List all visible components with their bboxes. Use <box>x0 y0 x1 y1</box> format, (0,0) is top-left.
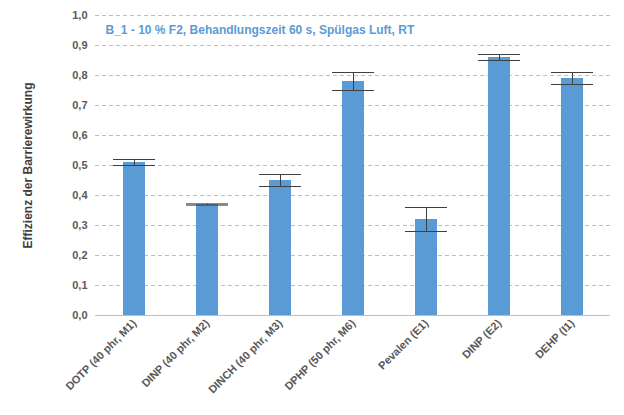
svg-text:0,9: 0,9 <box>72 39 87 51</box>
svg-text:DEHP (I1): DEHP (I1) <box>533 317 577 361</box>
svg-text:DINCH (40 phr, M3): DINCH (40 phr, M3) <box>206 317 285 396</box>
svg-text:0,6: 0,6 <box>72 129 87 141</box>
svg-text:Pevalen (E1): Pevalen (E1) <box>376 317 431 372</box>
svg-text:0,7: 0,7 <box>72 99 87 111</box>
svg-text:DINP (E2): DINP (E2) <box>460 317 504 361</box>
svg-text:0,0: 0,0 <box>72 309 87 321</box>
svg-text:1,0: 1,0 <box>72 9 87 21</box>
svg-text:0,5: 0,5 <box>72 159 87 171</box>
svg-text:0,4: 0,4 <box>72 189 88 201</box>
svg-text:DOTP (40 phr, M1): DOTP (40 phr, M1) <box>63 317 139 393</box>
svg-text:DPHP (50 phr, M6): DPHP (50 phr, M6) <box>282 317 358 393</box>
svg-text:0,3: 0,3 <box>72 219 87 231</box>
svg-text:DINP (40 phr, M2): DINP (40 phr, M2) <box>139 317 212 390</box>
svg-text:0,2: 0,2 <box>72 249 87 261</box>
svg-text:Effizienz der Barrierewirkung: Effizienz der Barrierewirkung <box>21 82 35 248</box>
svg-text:B_1 - 10 % F2, Behandlungszeit: B_1 - 10 % F2, Behandlungszeit 60 s, Spü… <box>106 23 415 37</box>
svg-text:0,1: 0,1 <box>72 279 87 291</box>
svg-text:0,8: 0,8 <box>72 69 87 81</box>
